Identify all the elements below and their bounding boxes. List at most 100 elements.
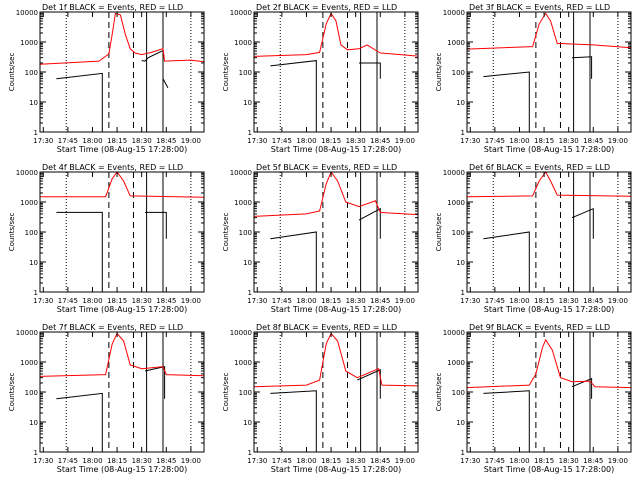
y-tick-label: 100: [25, 69, 38, 77]
y-axis-label: Counts/sec: [222, 373, 230, 412]
x-tick-label: 17:30: [460, 457, 480, 465]
y-tick-label: 100: [239, 389, 252, 397]
x-tick-label: 17:30: [247, 137, 267, 145]
x-tick-label: 17:45: [485, 457, 505, 465]
y-axis-label: Counts/sec: [435, 53, 443, 92]
y-tick-label: 10: [243, 419, 252, 427]
y-tick-label: 1: [461, 289, 465, 297]
y-tick-label: 1000: [234, 39, 252, 47]
series-line-lld: [466, 12, 632, 50]
series-line-lld: [253, 332, 419, 388]
x-tick-label: 17:45: [58, 457, 78, 465]
chart-panel-8: Det 8f BLACK = Events, RED = LLD 1 10 100 10…: [222, 323, 419, 474]
x-tick-label: 18:45: [156, 297, 176, 305]
chart-panel-5: Det 5f BLACK = Events, RED = LLD 1 10 100 10…: [222, 163, 419, 314]
x-tick-label: 18:00: [296, 297, 316, 305]
x-tick-label: 17:30: [33, 297, 53, 305]
y-tick-label: 1000: [447, 199, 465, 207]
x-axis-label: Start Time (08-Aug-15 17:28:00): [57, 465, 188, 474]
y-tick-label: 1000: [20, 199, 38, 207]
chart-panel-3: Det 3f BLACK = Events, RED = LLD 1 10 100 10…: [435, 3, 632, 154]
plot-frame: [39, 11, 205, 133]
x-axis-label: Start Time (08-Aug-15 17:28:00): [484, 465, 615, 474]
y-tick-label: 10: [243, 99, 252, 107]
x-tick-label: 19:00: [608, 137, 628, 145]
y-axis-label: Counts/sec: [435, 213, 443, 252]
chart-panel-6: Det 6f BLACK = Events, RED = LLD 1 10 100 10…: [435, 163, 632, 314]
y-tick-label: 10: [29, 419, 38, 427]
series-line-events: [270, 207, 381, 292]
y-axis-label: Counts/sec: [222, 213, 230, 252]
series-line-events: [270, 369, 381, 452]
chart-title: Det 5f BLACK = Events, RED = LLD: [256, 163, 397, 172]
y-tick-label: 1: [248, 289, 252, 297]
x-tick-label: 19:00: [608, 297, 628, 305]
x-tick-label: 19:00: [181, 137, 201, 145]
x-tick-label: 17:30: [460, 297, 480, 305]
x-axis-label: Start Time (08-Aug-15 17:28:00): [57, 305, 188, 314]
series-line-events: [483, 207, 594, 292]
y-tick-label: 1: [461, 449, 465, 457]
x-tick-label: 18:15: [321, 297, 341, 305]
y-tick-label: 1: [34, 129, 38, 137]
x-tick-label: 19:00: [181, 457, 201, 465]
series-line-lld: [253, 12, 419, 57]
chart-title: Det 2f BLACK = Events, RED = LLD: [256, 3, 397, 12]
y-tick-label: 10000: [16, 9, 38, 17]
x-tick-label: 18:30: [559, 137, 579, 145]
y-tick-label: 10000: [230, 169, 252, 177]
x-tick-label: 18:00: [82, 137, 102, 145]
x-axis-label: Start Time (08-Aug-15 17:28:00): [271, 465, 402, 474]
plot-frame: [466, 331, 632, 453]
x-axis-label: Start Time (08-Aug-15 17:28:00): [271, 305, 402, 314]
y-tick-label: 10000: [443, 169, 465, 177]
y-tick-label: 100: [239, 69, 252, 77]
y-axis-label: Counts/sec: [8, 373, 16, 412]
y-tick-label: 10: [456, 419, 465, 427]
x-tick-label: 17:30: [33, 457, 53, 465]
x-tick-label: 18:30: [346, 297, 366, 305]
plot-frame: [253, 171, 419, 293]
plot-frame: [39, 331, 205, 453]
y-axis-label: Counts/sec: [8, 53, 16, 92]
x-tick-label: 17:45: [58, 297, 78, 305]
y-tick-label: 100: [25, 389, 38, 397]
chart-title: Det 6f BLACK = Events, RED = LLD: [469, 163, 610, 172]
series-line-events: [56, 365, 166, 452]
y-tick-label: 10: [29, 99, 38, 107]
x-tick-label: 17:45: [58, 137, 78, 145]
x-tick-label: 18:45: [583, 137, 603, 145]
series-line-lld: [39, 332, 205, 377]
y-tick-label: 10: [456, 99, 465, 107]
series-line-events: [270, 60, 381, 132]
y-tick-label: 1000: [20, 39, 38, 47]
y-tick-label: 10000: [443, 329, 465, 337]
x-tick-label: 18:45: [370, 137, 390, 145]
x-tick-label: 17:30: [33, 137, 53, 145]
chart-panel-1: Det 1f BLACK = Events, RED = LLD 1 10 100 10…: [8, 3, 205, 154]
x-tick-label: 18:15: [534, 457, 554, 465]
y-tick-label: 10000: [16, 329, 38, 337]
x-tick-label: 19:00: [608, 457, 628, 465]
y-axis-label: Counts/sec: [222, 53, 230, 92]
series-line-events: [483, 377, 593, 452]
x-tick-label: 18:45: [583, 297, 603, 305]
x-tick-label: 18:30: [132, 137, 152, 145]
x-tick-label: 17:45: [485, 297, 505, 305]
plot-frame: [253, 331, 419, 453]
x-tick-label: 18:30: [346, 137, 366, 145]
y-tick-label: 1000: [447, 359, 465, 367]
y-tick-label: 10000: [230, 329, 252, 337]
x-tick-label: 17:45: [272, 137, 292, 145]
y-tick-label: 100: [239, 229, 252, 237]
y-tick-label: 100: [452, 229, 465, 237]
x-axis-label: Start Time (08-Aug-15 17:28:00): [271, 145, 402, 154]
y-tick-label: 1: [248, 449, 252, 457]
x-tick-label: 18:00: [82, 457, 102, 465]
chart-panel-7: Det 7f BLACK = Events, RED = LLD 1 10 100 10…: [8, 323, 205, 474]
x-tick-label: 18:15: [321, 137, 341, 145]
x-tick-label: 19:00: [181, 297, 201, 305]
x-tick-label: 17:30: [247, 297, 267, 305]
series-line-events: [56, 49, 169, 132]
